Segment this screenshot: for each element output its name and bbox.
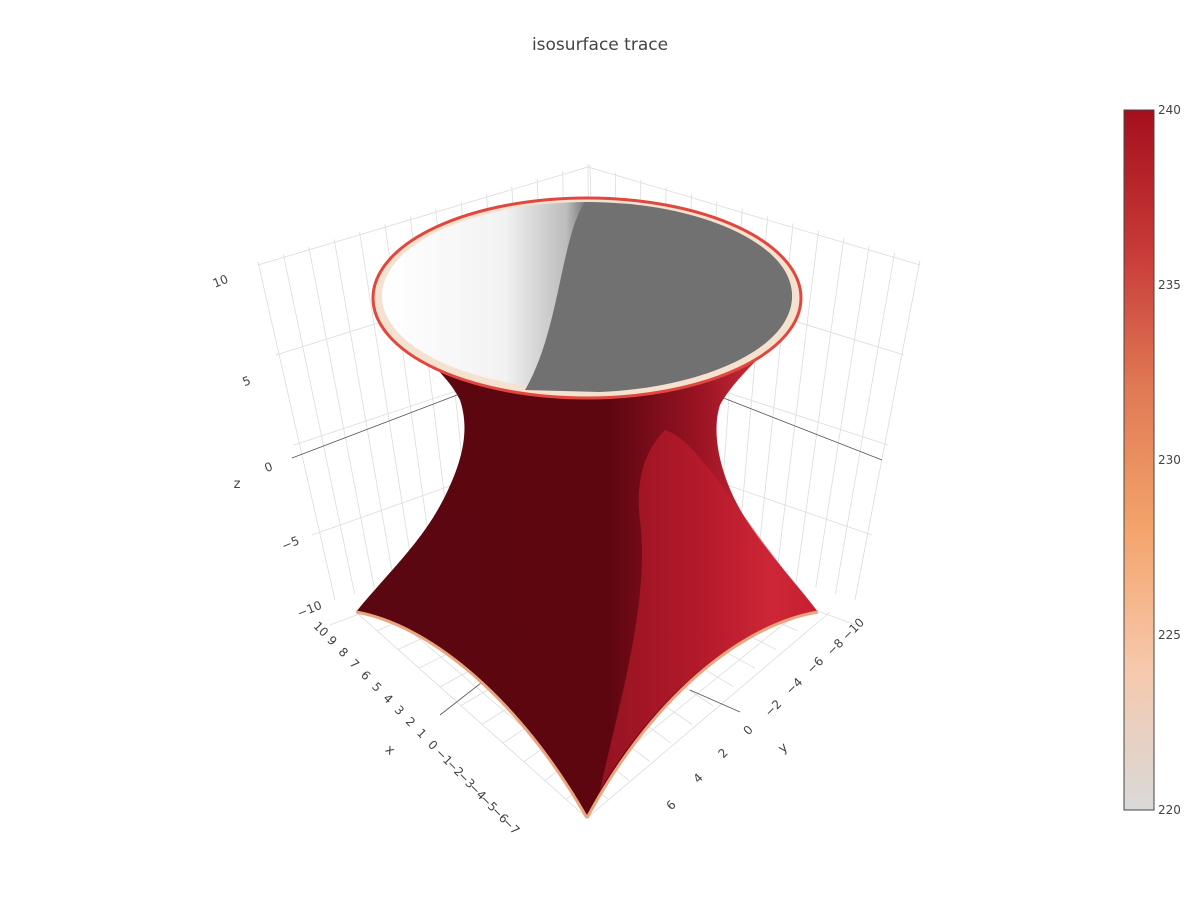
grid-line — [815, 245, 870, 588]
grid-line — [333, 239, 395, 582]
grid-line — [834, 252, 896, 594]
grid-line — [282, 254, 356, 594]
grid-line — [257, 261, 336, 601]
x-tick-label: 10 — [310, 619, 331, 640]
grid-line — [586, 611, 831, 819]
y-tick-label: −8 — [824, 636, 846, 658]
z-tick-label: −5 — [280, 533, 302, 553]
y-tick-label: 2 — [716, 746, 731, 761]
grid-line — [257, 166, 589, 266]
x-tick-label: 1 — [414, 726, 429, 741]
z-tick-label: −10 — [295, 598, 324, 620]
grid-line — [587, 166, 921, 266]
x-tick-label: 9 — [324, 633, 339, 648]
z-tick-label: 5 — [240, 373, 252, 389]
z-axis-label: z — [234, 477, 241, 492]
colorbar-tick-label: 235 — [1158, 278, 1181, 292]
y-tick-label: 6 — [664, 798, 679, 813]
grid-line — [355, 611, 588, 819]
x-tick-label: 6 — [358, 668, 373, 683]
y-tick-label: −6 — [804, 654, 826, 676]
colorbar-tick-label: 220 — [1158, 803, 1181, 817]
x-tick-label: 8 — [336, 645, 351, 660]
isosurface-highlight — [600, 430, 818, 790]
z-tick-label: 0 — [262, 459, 274, 475]
grid-line — [795, 238, 845, 582]
x-tick-label: 3 — [392, 703, 407, 718]
isosurface — [355, 196, 819, 819]
y-tick-label: 0 — [741, 723, 756, 738]
y-tick-label: −2 — [762, 697, 784, 719]
grid-line — [854, 259, 921, 601]
x-tick-label: 5 — [369, 680, 384, 695]
y-tick-label: −4 — [783, 675, 805, 697]
y-tick-label: 4 — [691, 771, 706, 786]
grid-line — [308, 246, 375, 588]
grid-line — [776, 230, 819, 576]
x-axis-label: x — [382, 742, 398, 759]
isosurface-outer-body — [356, 298, 818, 818]
colorbar: 240 235 230 225 220 — [1123, 103, 1181, 817]
y-zero-line — [689, 689, 741, 713]
x-tick-label: 2 — [403, 714, 418, 729]
grid-line — [359, 231, 414, 576]
y-tick-label: −10 — [839, 615, 867, 643]
colorbar-gradient — [1123, 109, 1155, 811]
y-axis-label: y — [776, 740, 792, 757]
isosurface-inner-shading — [525, 202, 792, 392]
isosurface-bottom-rim-right — [585, 610, 819, 819]
x-tick-label: 7 — [347, 656, 362, 671]
chart-title: isosurface trace — [532, 35, 668, 55]
colorbar-ticks: 240 235 230 225 220 — [1158, 103, 1181, 817]
colorbar-tick-label: 240 — [1158, 103, 1181, 117]
isosurface-bottom-rim-left — [355, 610, 589, 819]
colorbar-tick-label: 225 — [1158, 628, 1181, 642]
colorbar-tick-label: 230 — [1158, 453, 1181, 467]
z-tick-label: 10 — [211, 272, 230, 291]
x-tick-label: 4 — [380, 691, 395, 706]
